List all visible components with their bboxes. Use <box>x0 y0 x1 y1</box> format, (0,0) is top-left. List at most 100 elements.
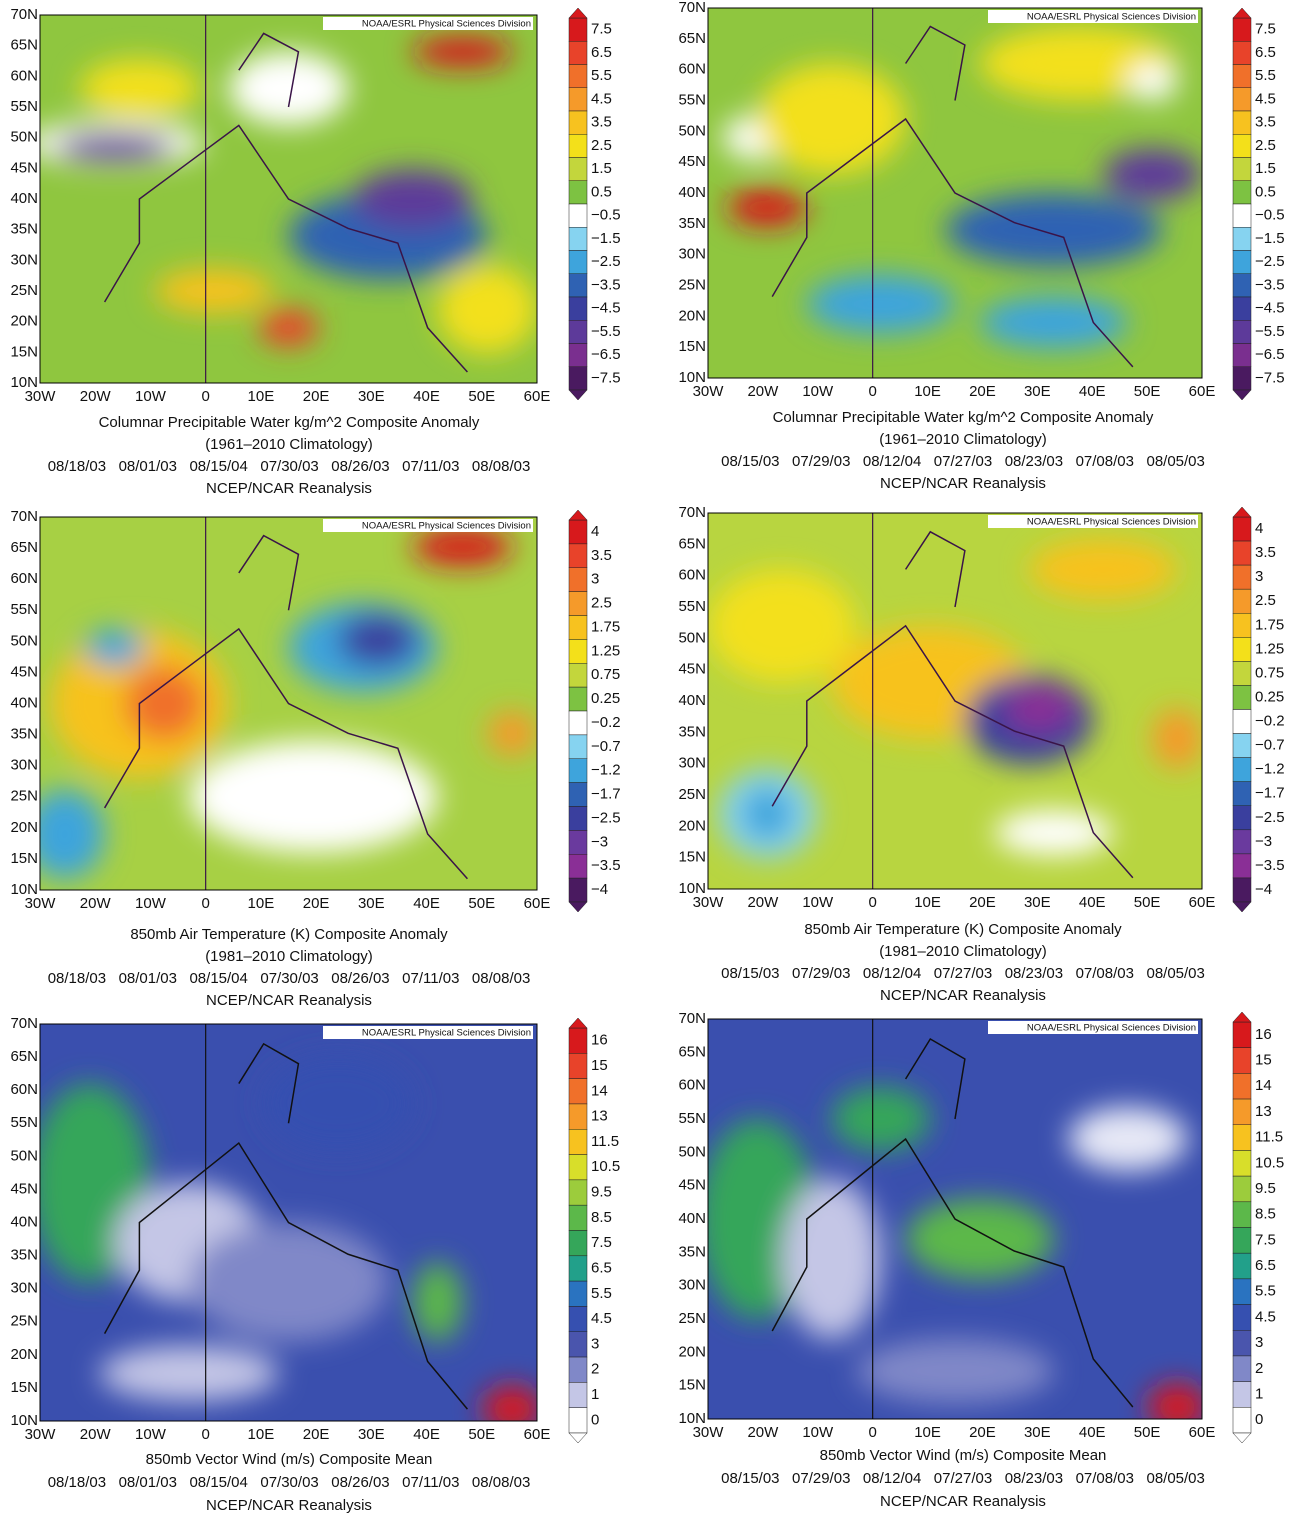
colorbar-label: 1 <box>1255 1385 1263 1402</box>
lon-label: 40E <box>413 895 440 912</box>
lon-label: 10W <box>135 1426 167 1443</box>
colorbar-box <box>1232 1330 1252 1357</box>
caption-line: NCEP/NCAR Reanalysis <box>880 1493 1046 1510</box>
colorbar-arrow <box>1232 1011 1252 1023</box>
credit-box <box>988 1021 1198 1034</box>
colorbar-label: 3.5 <box>591 547 612 564</box>
anomaly-blob <box>79 59 200 119</box>
colorbar-label: 7.5 <box>1255 1231 1276 1248</box>
caption-line: 08/18/03 08/01/03 08/15/04 07/30/03 08/2… <box>48 970 531 987</box>
lon-label: 10E <box>248 895 275 912</box>
lat-label: 50N <box>10 129 38 146</box>
colorbar-box <box>568 64 588 88</box>
colorbar-label: 0.25 <box>591 690 620 707</box>
colorbar-label: 3 <box>591 1335 599 1352</box>
colorbar-label: 2 <box>591 1361 599 1378</box>
lat-label: 10N <box>10 374 38 391</box>
lat-label: 60N <box>678 567 706 584</box>
caption-line: NCEP/NCAR Reanalysis <box>206 1497 372 1514</box>
coastline <box>771 1137 1134 1408</box>
colorbar-label: 5.5 <box>591 67 612 84</box>
colorbar-box <box>1232 829 1252 855</box>
colorbar-box <box>568 806 588 831</box>
colorbar-label: −1.7 <box>1255 785 1285 802</box>
lon-label: 10E <box>914 894 941 911</box>
colorbar-label: 13 <box>1255 1103 1272 1120</box>
colorbar-label: 0 <box>1255 1411 1263 1428</box>
anomaly-blob <box>437 265 537 354</box>
colorbar-box <box>1232 1047 1252 1074</box>
colorbar-label: 0.75 <box>591 666 620 683</box>
lat-label: 55N <box>10 1114 38 1131</box>
coastline <box>771 624 1134 879</box>
lon-label: 60E <box>524 1426 551 1443</box>
lon-label: 40E <box>1079 1424 1106 1441</box>
lat-label: 15N <box>678 338 706 355</box>
map-frame <box>39 1023 538 1422</box>
lat-label: 10N <box>10 881 38 898</box>
colorbar-label: −2.5 <box>591 253 621 270</box>
colorbar-label: −2.5 <box>1255 809 1285 826</box>
credit-box <box>988 10 1198 23</box>
caption-line: Columnar Precipitable Water kg/m^2 Compo… <box>773 409 1154 426</box>
colorbar-label: −3.5 <box>1255 276 1285 293</box>
lat-label: 45N <box>678 153 706 170</box>
anomaly-blob <box>412 37 513 67</box>
lat-label: 10N <box>678 1410 706 1427</box>
lon-label: 20E <box>303 388 330 405</box>
lat-label: 50N <box>678 1143 706 1160</box>
caption-line: 850mb Air Temperature (K) Composite Anom… <box>130 926 448 943</box>
lon-label: 40E <box>413 388 440 405</box>
colorbar-box <box>1232 64 1252 88</box>
anomaly-blob <box>189 740 438 853</box>
lat-label: 10N <box>678 369 706 386</box>
credit: NOAA/ESRL Physical Sciences Division <box>1027 517 1196 528</box>
colorbar-label: −4 <box>1255 881 1272 898</box>
colorbar-label: −7.5 <box>591 369 621 386</box>
colorbar-label: 1.75 <box>1255 616 1284 633</box>
anomaly-blob <box>979 296 1128 349</box>
colorbar-box <box>568 1407 588 1434</box>
lat-label: 25N <box>10 282 38 299</box>
lat-label: 55N <box>10 601 38 618</box>
caption-line: 850mb Vector Wind (m/s) Composite Mean <box>146 1451 433 1468</box>
lat-label: 35N <box>678 1243 706 1260</box>
colorbar-box <box>568 830 588 855</box>
colorbar-label: −1.7 <box>591 786 621 803</box>
lon-label: 10W <box>802 894 834 911</box>
colorbar-arrow <box>568 1432 588 1444</box>
lon-label: 10W <box>135 895 167 912</box>
colorbar-label: 4 <box>591 523 599 540</box>
lat-label: 60N <box>10 1081 38 1098</box>
colorbar-box <box>568 1129 588 1155</box>
colorbar-box <box>1232 516 1252 542</box>
lon-label: 40E <box>1079 383 1106 400</box>
colorbar-label: 6.5 <box>591 44 612 61</box>
lon-label: 10E <box>248 1426 275 1443</box>
colorbar-box <box>1232 661 1252 686</box>
colorbar-box <box>568 366 588 391</box>
credit-box <box>323 17 533 30</box>
colorbar-box <box>568 710 588 736</box>
anomaly-blob <box>154 268 274 314</box>
caption-line: 08/15/03 07/29/03 08/12/04 07/27/03 08/2… <box>721 965 1205 982</box>
colorbar-box <box>568 591 588 616</box>
anomaly-blob <box>742 787 792 841</box>
anomaly-blob <box>412 1262 463 1342</box>
colorbar-box <box>568 203 588 228</box>
lat-label: 25N <box>10 1313 38 1330</box>
lat-label: 15N <box>10 1379 38 1396</box>
caption-line: 08/15/03 07/29/03 08/12/04 07/27/03 08/2… <box>721 453 1205 470</box>
colorbar-label: −6.5 <box>591 346 621 363</box>
colorbar-label: 14 <box>1255 1077 1272 1094</box>
lat-label: 65N <box>678 535 706 552</box>
lon-label: 60E <box>524 895 551 912</box>
lat-label: 50N <box>678 122 706 139</box>
colorbar-label: 2.5 <box>1255 137 1276 154</box>
colorbar-label: −0.2 <box>1255 713 1285 730</box>
colorbar-box <box>568 1255 588 1282</box>
colorbar-label: −1.2 <box>1255 761 1285 778</box>
anomaly-blob <box>782 1179 881 1339</box>
lon-label: 60E <box>1189 894 1216 911</box>
colorbar-box <box>1232 1124 1252 1151</box>
